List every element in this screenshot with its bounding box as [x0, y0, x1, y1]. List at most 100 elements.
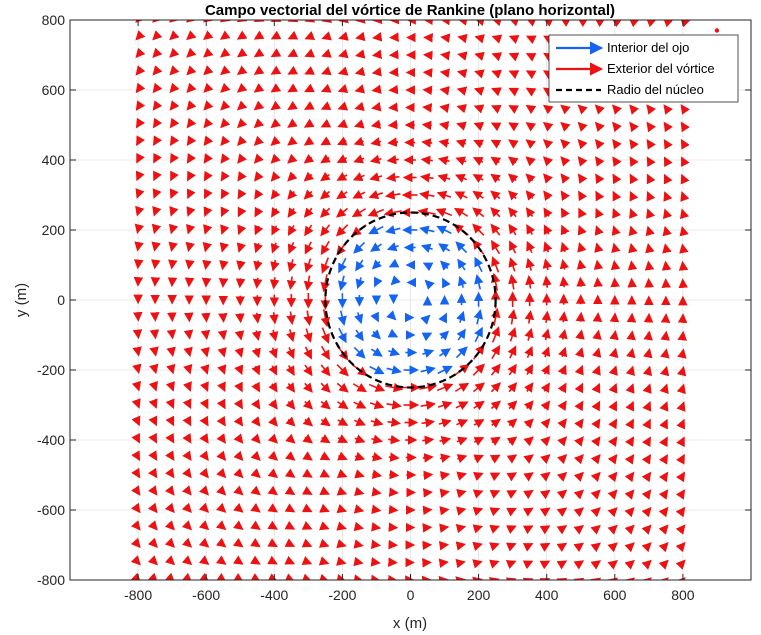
exterior-vector — [543, 207, 553, 219]
exterior-vector — [237, 135, 248, 147]
exterior-vector — [254, 188, 264, 200]
exterior-vector — [199, 485, 210, 496]
exterior-vector — [472, 190, 484, 201]
exterior-vector — [474, 69, 485, 79]
exterior-vector — [320, 274, 331, 293]
exterior-vector — [203, 117, 214, 129]
exterior-vector — [422, 68, 433, 78]
exterior-vector — [388, 452, 400, 462]
exterior-vector — [320, 101, 332, 111]
exterior-vector — [422, 488, 433, 498]
exterior-vector — [354, 434, 366, 444]
exterior-vector — [506, 418, 518, 429]
exterior-vector — [220, 206, 230, 218]
exterior-vector — [202, 20, 214, 23]
exterior-vector — [508, 122, 519, 132]
exterior-vector — [237, 224, 247, 236]
exterior-vector — [612, 156, 622, 167]
exterior-vector — [234, 347, 244, 358]
exterior-vector — [215, 572, 227, 580]
exterior-vector — [270, 118, 281, 129]
exterior-vector — [169, 117, 180, 129]
exterior-vector — [388, 504, 399, 515]
exterior-vector — [542, 258, 553, 271]
exterior-vector — [270, 20, 282, 22]
exterior-vector — [371, 102, 382, 112]
interior-vector — [421, 332, 433, 342]
exterior-vector — [320, 399, 331, 410]
exterior-vector — [233, 468, 244, 479]
exterior-vector — [455, 523, 467, 534]
exterior-vector — [506, 454, 518, 464]
exterior-vector — [472, 223, 485, 236]
exterior-vector — [198, 502, 210, 513]
interior-vector — [353, 346, 366, 359]
exterior-vector — [181, 502, 192, 514]
exterior-vector — [386, 400, 402, 410]
exterior-vector — [147, 555, 159, 566]
exterior-vector — [321, 66, 332, 76]
exterior-vector — [680, 191, 690, 202]
exterior-vector — [169, 82, 180, 94]
exterior-vector — [490, 139, 502, 149]
interior-vector — [371, 259, 383, 270]
exterior-vector — [573, 542, 585, 553]
exterior-vector — [164, 572, 176, 580]
exterior-vector — [559, 276, 569, 288]
exterior-vector — [472, 382, 486, 393]
exterior-vector — [388, 84, 399, 95]
exterior-vector — [641, 454, 652, 465]
exterior-vector — [149, 329, 160, 340]
exterior-vector — [526, 224, 536, 235]
exterior-vector — [508, 274, 518, 290]
core-radius-circle — [324, 211, 497, 389]
exterior-vector — [625, 365, 635, 377]
exterior-vector — [526, 240, 536, 253]
exterior-vector — [201, 312, 211, 323]
exterior-vector — [320, 118, 332, 128]
exterior-vector — [253, 48, 265, 58]
exterior-vector — [250, 520, 261, 530]
exterior-vector — [203, 224, 213, 235]
exterior-vector — [236, 20, 248, 23]
exterior-vector — [490, 400, 502, 411]
exterior-vector — [369, 172, 383, 182]
exterior-vector — [303, 328, 313, 343]
exterior-vector — [220, 188, 230, 200]
exterior-vector — [607, 489, 618, 500]
exterior-vector — [250, 503, 261, 513]
x-axis-label: x (m) — [393, 615, 427, 632]
exterior-vector — [301, 503, 313, 513]
exterior-vector — [285, 433, 296, 444]
exterior-vector — [624, 524, 635, 535]
exterior-vector — [148, 398, 158, 409]
exterior-vector — [473, 419, 485, 429]
exterior-vector — [490, 363, 501, 376]
exterior-vector — [388, 487, 399, 497]
exterior-vector — [474, 51, 485, 62]
exterior-vector — [354, 486, 365, 497]
exterior-vector — [473, 139, 484, 149]
exterior-vector — [302, 433, 314, 444]
exterior-vector — [658, 471, 669, 483]
exterior-vector — [319, 451, 331, 461]
exterior-vector — [660, 330, 670, 341]
exterior-vector — [303, 136, 315, 146]
exterior-vector — [509, 240, 518, 254]
exterior-vector — [335, 207, 349, 218]
exterior-vector — [251, 398, 261, 410]
exterior-vector — [473, 122, 485, 131]
exterior-vector — [186, 117, 197, 129]
exterior-vector — [182, 467, 192, 479]
exterior-vector — [676, 401, 686, 412]
exterior-vector — [186, 153, 196, 164]
exterior-vector — [318, 538, 330, 548]
exterior-vector — [304, 66, 315, 75]
exterior-vector — [541, 310, 552, 323]
exterior-vector — [237, 153, 247, 164]
exterior-vector — [151, 259, 161, 270]
exterior-vector — [320, 257, 330, 274]
exterior-vector — [164, 520, 175, 531]
exterior-vector — [183, 363, 193, 375]
exterior-vector — [337, 416, 349, 426]
